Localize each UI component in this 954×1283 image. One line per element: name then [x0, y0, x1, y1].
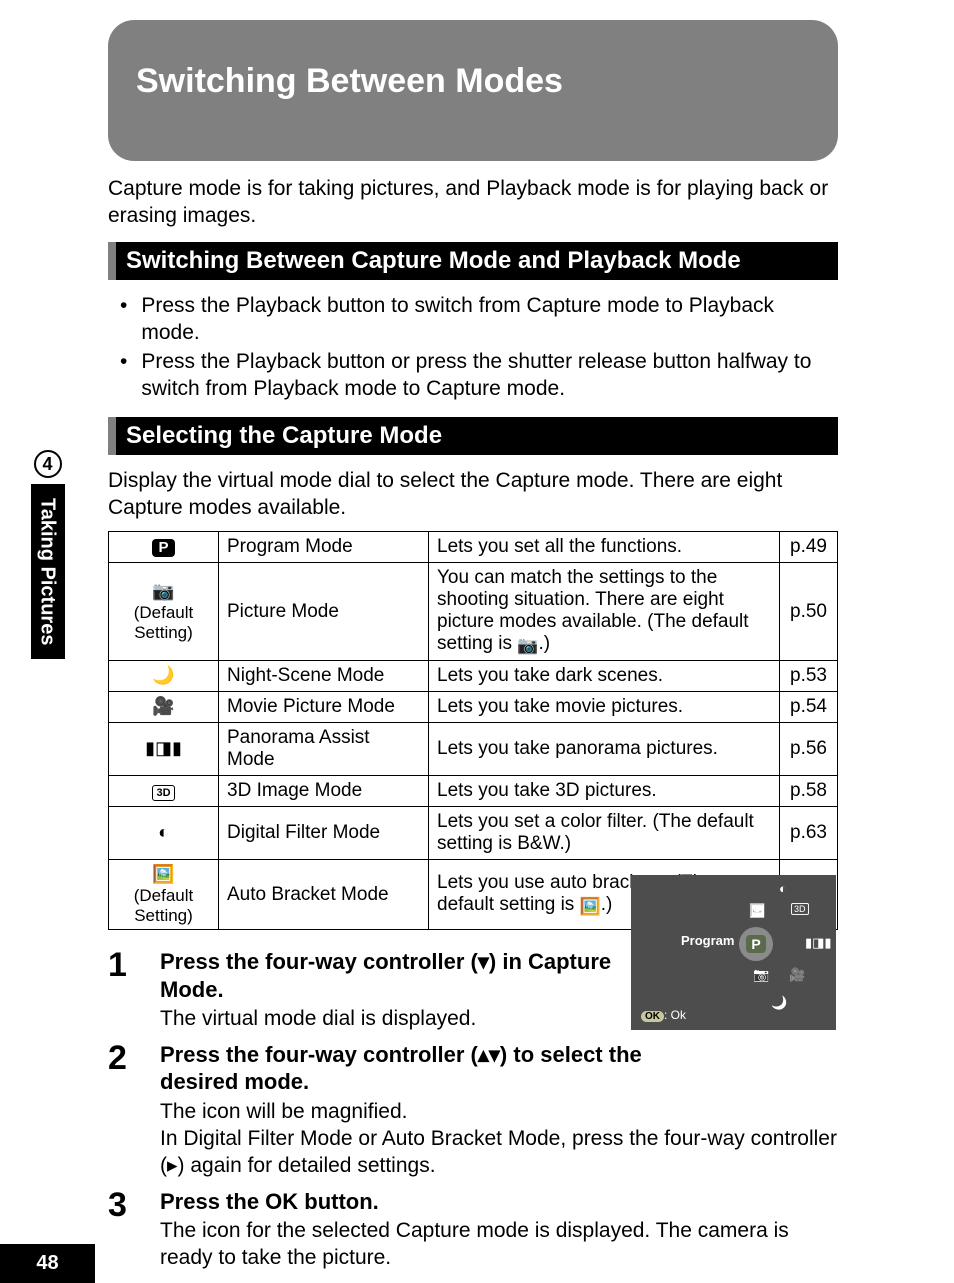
mode-page-cell: p.58: [780, 776, 838, 807]
mode-icon-cell: 🖼️(Default Setting): [109, 860, 219, 930]
step: 2Press the four-way controller (▴▾) to s…: [108, 1041, 838, 1180]
mode-icon-cell: 🌙: [109, 661, 219, 692]
page-title-panel: Switching Between Modes: [108, 20, 838, 161]
step-title: Press the four-way controller (▾) in Cap…: [160, 948, 650, 1003]
dial-icon: 3D: [791, 903, 809, 915]
step-number: 2: [108, 1041, 160, 1180]
section1-heading: Switching Between Capture Mode and Playb…: [108, 242, 838, 280]
mode-page-cell: p.50: [780, 563, 838, 661]
mode-name-cell: Auto Bracket Mode: [219, 860, 429, 930]
mode-desc-cell: Lets you take movie pictures.: [429, 692, 780, 723]
section1-bullets: Press the Playback button to switch from…: [120, 292, 838, 403]
mode-page-cell: p.54: [780, 692, 838, 723]
intro-text: Capture mode is for taking pictures, and…: [108, 175, 838, 230]
mode-dial-preview: ◐ 🖼️ 3D ▮◨▮ 🎥 📷 🌙 Program P OK: Ok: [631, 875, 836, 1030]
table-row: 📷(Default Setting)Picture ModeYou can ma…: [109, 563, 838, 661]
section2-intro: Display the virtual mode dial to select …: [108, 467, 838, 522]
step-number: 3: [108, 1188, 160, 1272]
page-title: Switching Between Modes: [136, 62, 563, 100]
table-row: ◐Digital Filter ModeLets you set a color…: [109, 807, 838, 860]
table-row: ▮◨▮Panorama Assist ModeLets you take pan…: [109, 723, 838, 776]
step-body: Press the four-way controller (▴▾) to se…: [160, 1041, 838, 1180]
bullet-item: Press the Playback button or press the s…: [120, 348, 838, 403]
section2-heading: Selecting the Capture Mode: [108, 417, 838, 455]
ok-text: : Ok: [664, 1008, 686, 1022]
mode-name-cell: Panorama Assist Mode: [219, 723, 429, 776]
dial-icon: 🖼️: [749, 903, 765, 919]
side-tab: 4 Taking Pictures: [0, 450, 95, 659]
mode-page-cell: p.49: [780, 532, 838, 563]
dial-icon: 📷: [753, 967, 769, 983]
step: 3Press the OK button.The icon for the se…: [108, 1188, 838, 1272]
mode-desc-cell: Lets you take 3D pictures.: [429, 776, 780, 807]
mode-icon-cell: ◐: [109, 807, 219, 860]
step-number: 1: [108, 948, 160, 1032]
dial-icon: 🎥: [789, 967, 805, 983]
ok-badge: OK: [641, 1011, 664, 1022]
page-number: 48: [0, 1244, 95, 1283]
chapter-number: 4: [34, 450, 62, 478]
mode-icon-cell: P: [109, 532, 219, 563]
table-row: PProgram ModeLets you set all the functi…: [109, 532, 838, 563]
step-body: Press the OK button.The icon for the sel…: [160, 1188, 838, 1272]
mode-page-cell: p.56: [780, 723, 838, 776]
table-row: 🌙Night-Scene ModeLets you take dark scen…: [109, 661, 838, 692]
step-desc: The icon will be magnified.In Digital Fi…: [160, 1098, 838, 1180]
mode-page-cell: p.53: [780, 661, 838, 692]
dial-icon: ◐: [779, 881, 787, 896]
step-title: Press the four-way controller (▴▾) to se…: [160, 1041, 650, 1096]
dial-center: P: [739, 927, 773, 961]
ok-hint: OK: Ok: [641, 1008, 686, 1022]
dial-label: Program: [681, 933, 734, 948]
mode-name-cell: Digital Filter Mode: [219, 807, 429, 860]
table-row: 3D3D Image ModeLets you take 3D pictures…: [109, 776, 838, 807]
page-content: Switching Between Modes Capture mode is …: [108, 20, 838, 1280]
mode-icon-cell: 🎥: [109, 692, 219, 723]
mode-name-cell: 3D Image Mode: [219, 776, 429, 807]
step-desc: The icon for the selected Capture mode i…: [160, 1217, 838, 1272]
mode-desc-cell: Lets you take panorama pictures.: [429, 723, 780, 776]
mode-name-cell: Program Mode: [219, 532, 429, 563]
mode-name-cell: Night-Scene Mode: [219, 661, 429, 692]
dial-icon: ▮◨▮: [805, 935, 832, 951]
chapter-title: Taking Pictures: [31, 484, 65, 659]
modes-table: PProgram ModeLets you set all the functi…: [108, 531, 838, 930]
mode-desc-cell: Lets you take dark scenes.: [429, 661, 780, 692]
dial-icon: 🌙: [771, 995, 787, 1011]
p-icon: P: [746, 935, 765, 953]
step-title: Press the OK button.: [160, 1188, 838, 1216]
mode-page-cell: p.63: [780, 807, 838, 860]
mode-desc-cell: Lets you set a color filter. (The defaul…: [429, 807, 780, 860]
mode-icon-cell: ▮◨▮: [109, 723, 219, 776]
mode-desc-cell: You can match the settings to the shooti…: [429, 563, 780, 661]
mode-desc-cell: Lets you set all the functions.: [429, 532, 780, 563]
mode-icon-cell: 3D: [109, 776, 219, 807]
mode-name-cell: Movie Picture Mode: [219, 692, 429, 723]
table-row: 🎥Movie Picture ModeLets you take movie p…: [109, 692, 838, 723]
mode-name-cell: Picture Mode: [219, 563, 429, 661]
mode-icon-cell: 📷(Default Setting): [109, 563, 219, 661]
bullet-item: Press the Playback button to switch from…: [120, 292, 838, 347]
